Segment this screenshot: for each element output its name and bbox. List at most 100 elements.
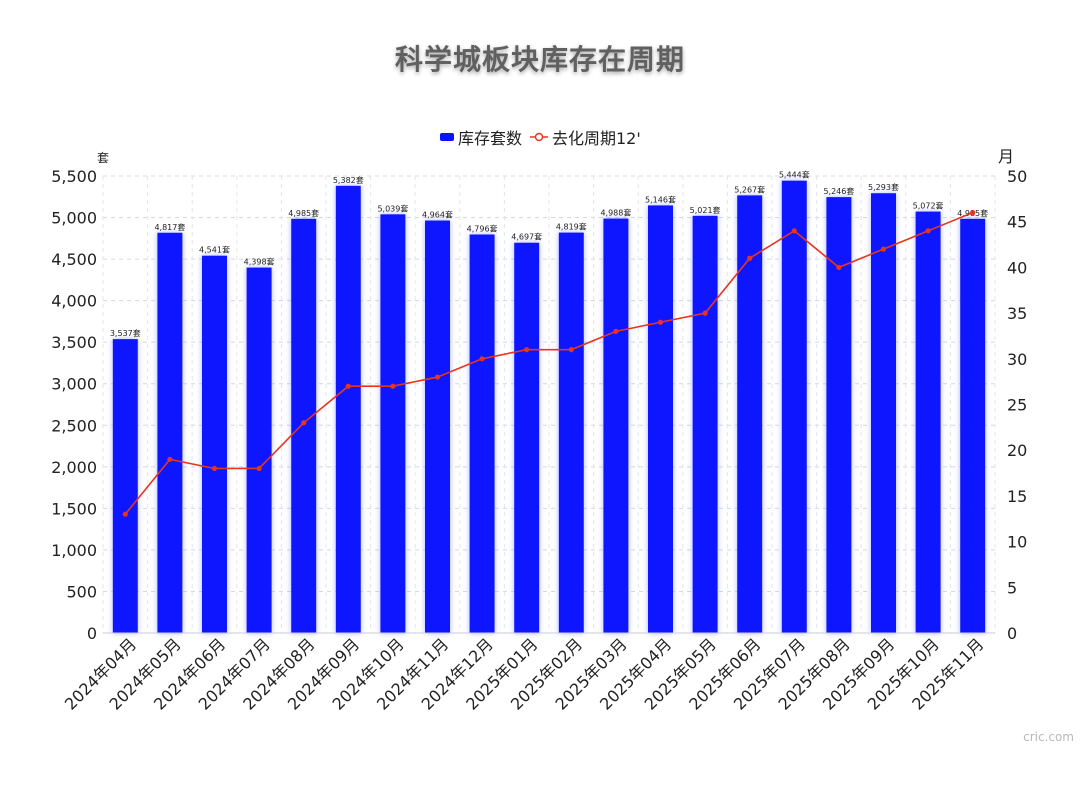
line-point <box>925 228 931 234</box>
line-point <box>211 465 218 472</box>
y-left-tick-label: 4,000 <box>51 292 97 311</box>
bar <box>692 215 718 634</box>
line-point <box>836 264 842 270</box>
bar-data-label: 4,964套 <box>422 210 453 220</box>
y-right-tick-label: 30 <box>1007 350 1027 369</box>
y-right-tick-label: 45 <box>1007 213 1027 232</box>
bar-data-label: 5,293套 <box>868 182 899 192</box>
bar-data-label: 4,398套 <box>244 257 275 267</box>
y-axis-left: 0 500 1,000 1,500 2,000 2,500 3,000 3,500 4,000 4… <box>51 151 109 643</box>
line-point <box>301 420 307 426</box>
y-right-tick-label: 5 <box>1007 578 1017 597</box>
bar <box>246 267 272 633</box>
y-left-tick-label: 2,000 <box>51 458 97 477</box>
line-point <box>791 228 797 234</box>
bar-data-label: 4,697套 <box>511 232 542 242</box>
bar <box>380 214 406 633</box>
line-point <box>702 310 708 316</box>
bar-data-label: 4,541套 <box>199 245 230 255</box>
bar-data-label: 5,039套 <box>377 203 408 213</box>
bar <box>781 180 807 634</box>
y-left-tick-label: 3,500 <box>51 333 97 352</box>
legend: 库存套数 去化周期12' <box>440 129 641 148</box>
y-left-unit: 套 <box>97 151 109 165</box>
bar-data-label: 3,537套 <box>110 328 141 338</box>
bar <box>737 195 763 634</box>
bar-data-label: 4,796套 <box>467 223 498 233</box>
y-left-tick-label: 5,500 <box>51 167 97 186</box>
bar <box>558 232 584 634</box>
line-point <box>747 255 753 261</box>
y-right-unit: 月 <box>998 147 1014 166</box>
y-left-tick-label: 1,500 <box>51 499 97 518</box>
bar-data-label: 5,267套 <box>734 184 765 194</box>
bar <box>514 242 540 634</box>
y-left-tick-label: 1,000 <box>51 541 97 560</box>
y-left-tick-label: 500 <box>66 582 97 601</box>
line-point <box>167 456 173 462</box>
line-point <box>657 319 664 325</box>
bar <box>425 220 450 633</box>
bar-data-label: 4,985套 <box>288 208 319 218</box>
y-right-tick-label: 35 <box>1007 304 1027 323</box>
x-axis: 2024年04月2024年05月2024年06月2024年07月2024年08月… <box>61 632 995 714</box>
bar <box>291 218 317 634</box>
line-series-path <box>124 211 974 515</box>
bar-data-label: 5,444套 <box>779 170 810 180</box>
bar-data-label: 5,072套 <box>913 201 944 211</box>
y-left-tick-label: 0 <box>87 624 97 643</box>
line-point <box>479 356 485 362</box>
line-point <box>122 511 128 517</box>
y-right-tick-label: 50 <box>1007 167 1027 186</box>
legend-swatch-marker <box>534 132 544 142</box>
bar <box>826 197 852 633</box>
bar-data-label: 4,988套 <box>600 208 631 218</box>
line-point <box>256 465 262 472</box>
bar <box>960 218 986 634</box>
y-right-tick-label: 40 <box>1007 258 1027 277</box>
bar-data-labels: 3,537套 4,817套 4,541套 4,398套 4,985套 5,382套 5,03… <box>110 170 988 338</box>
bar-data-label: 5,382套 <box>333 175 364 185</box>
watermark: cric.com <box>1023 730 1074 744</box>
y-right-tick-label: 0 <box>1007 624 1017 643</box>
line-point <box>568 347 574 353</box>
bar <box>603 218 629 633</box>
bar <box>335 185 361 633</box>
bar <box>202 255 227 633</box>
y-left-tick-label: 3,000 <box>51 375 97 394</box>
y-left-tick-label: 5,000 <box>51 209 97 228</box>
bar <box>871 193 896 633</box>
line-point <box>880 246 887 252</box>
bar-data-label: 4,819套 <box>556 222 587 232</box>
bar <box>469 234 495 633</box>
line-point <box>345 383 351 389</box>
line-point <box>390 383 396 389</box>
y-right-tick-label: 25 <box>1007 396 1027 415</box>
bar-series <box>112 180 986 634</box>
legend-label-line: 去化周期12' <box>552 129 641 148</box>
legend-swatch-bar <box>440 133 454 141</box>
y-right-tick-label: 10 <box>1007 533 1027 552</box>
y-right-tick-label: 20 <box>1007 441 1027 460</box>
line-point <box>970 209 976 216</box>
bar-data-label: 5,021套 <box>690 205 721 215</box>
bar <box>915 211 941 633</box>
bar <box>112 339 138 633</box>
line-point <box>434 374 441 380</box>
y-left-tick-label: 4,500 <box>51 250 97 269</box>
bar-data-label: 5,146套 <box>645 194 676 204</box>
bar-data-label: 4,817套 <box>154 222 185 232</box>
y-right-tick-label: 15 <box>1007 487 1027 506</box>
bar <box>648 205 673 633</box>
bar <box>157 232 183 633</box>
y-axis-right: 0 5 10 15 20 25 30 35 40 45 50月 <box>998 147 1027 643</box>
legend-label-bar: 库存套数 <box>458 129 522 148</box>
line-point <box>613 328 619 334</box>
bar-data-label: 5,246套 <box>823 186 854 196</box>
line-point <box>524 347 530 353</box>
y-left-tick-label: 2,500 <box>51 416 97 435</box>
line-series <box>122 209 976 517</box>
chart-title: 科学城板块库存在周期 <box>394 43 685 76</box>
grid-lines <box>102 175 996 634</box>
